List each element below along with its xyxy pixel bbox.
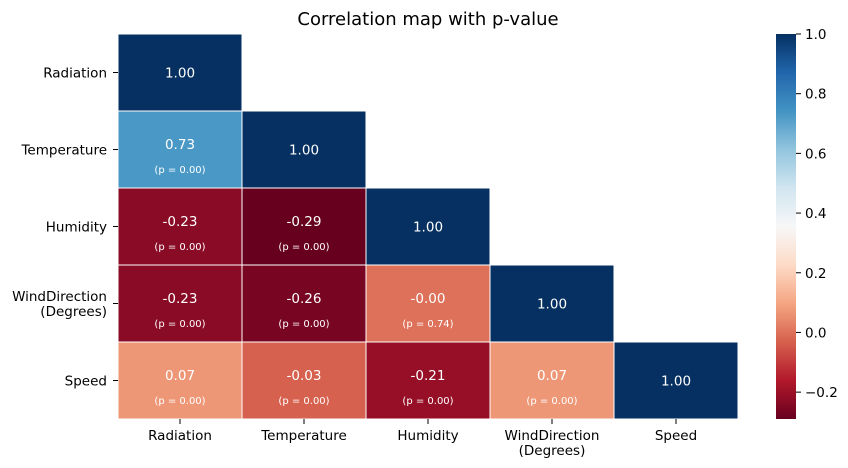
colorbar-tick-label: 0.0 [805, 325, 826, 341]
cell-p-value-label: (p = 0.00) [154, 396, 205, 407]
heatmap-cell [117, 187, 243, 266]
cell-p-value-label: (p = 0.00) [278, 319, 329, 330]
heatmap-cell [241, 187, 367, 266]
cell-value-label: 0.07 [537, 368, 567, 384]
colorbar-tick-label: 1.0 [805, 27, 826, 43]
x-tick-label: Temperature [260, 428, 347, 444]
cell-p-value-label: (p = 0.00) [526, 396, 577, 407]
cell-value-label: 0.07 [165, 368, 195, 384]
cell-value-label: -0.21 [411, 368, 446, 384]
cell-value-label: 1.00 [165, 66, 195, 82]
cell-value-label: 0.73 [165, 137, 195, 153]
colorbar: −0.2 0.0 0.2 0.4 0.6 0.8 1.0 [776, 27, 838, 419]
cell-value-label: -0.03 [287, 368, 322, 384]
y-tick-label: Temperature [20, 143, 107, 159]
cell-value-label: 1.00 [413, 220, 443, 236]
y-tick-label: WindDirection [12, 289, 107, 305]
heatmap-cell [489, 264, 615, 343]
cell-p-value-label: (p = 0.00) [402, 396, 453, 407]
y-tick-label: Speed [65, 374, 107, 390]
cell-value-label: -0.26 [287, 291, 322, 307]
x-axis: Radiation Temperature Humidity WindDirectio… [148, 419, 697, 459]
cell-p-value-label: (p = 0.00) [278, 396, 329, 407]
cell-p-value-label: (p = 0.00) [154, 165, 205, 176]
heatmap-cell [241, 264, 367, 343]
x-tick-label: Radiation [148, 428, 212, 444]
colorbar-tick-label: 0.6 [805, 146, 826, 162]
heatmap-cell [241, 110, 367, 189]
heatmap-cell [489, 341, 615, 420]
x-tick-label: Speed [655, 428, 697, 444]
heatmap-cell [117, 33, 243, 112]
colorbar-tick-label: 0.2 [805, 266, 826, 282]
heatmap-cell [365, 341, 491, 420]
cell-p-value-label: (p = 0.00) [154, 242, 205, 253]
y-tick-label: Radiation [43, 66, 107, 82]
cell-p-value-label: (p = 0.00) [278, 242, 329, 253]
colorbar-tick-label: −0.2 [805, 385, 838, 401]
x-tick-label: WindDirection [505, 428, 600, 444]
cell-value-label: 1.00 [289, 143, 319, 159]
heatmap-cell [117, 110, 243, 189]
colorbar-tick-label: 0.4 [805, 206, 826, 222]
heatmap-cells: 1.00 0.73 (p = 0.00) 1.00 -0.23 (p = 0.00) -0.… [117, 33, 739, 420]
cell-value-label: -0.29 [287, 214, 322, 230]
colorbar-gradient [776, 34, 796, 419]
x-tick-label: (Degrees) [519, 443, 586, 459]
y-axis: Radiation Temperature Humidity WindDirectio… [12, 66, 118, 390]
y-tick-label: Humidity [46, 220, 107, 236]
heatmap-cell [241, 341, 367, 420]
cell-value-label: -0.23 [163, 291, 198, 307]
chart-title: Correlation map with p-value [297, 9, 558, 30]
cell-value-label: -0.23 [163, 214, 198, 230]
heatmap-cell [365, 187, 491, 266]
cell-value-label: -0.00 [411, 291, 446, 307]
colorbar-tick-label: 0.8 [805, 87, 826, 103]
cell-value-label: 1.00 [661, 374, 691, 390]
y-tick-label: (Degrees) [40, 304, 107, 320]
x-tick-label: Humidity [397, 428, 458, 444]
cell-p-value-label: (p = 0.00) [154, 319, 205, 330]
cell-value-label: 1.00 [537, 297, 567, 313]
cell-p-value-label: (p = 0.74) [402, 319, 453, 330]
heatmap-cell [613, 341, 739, 420]
